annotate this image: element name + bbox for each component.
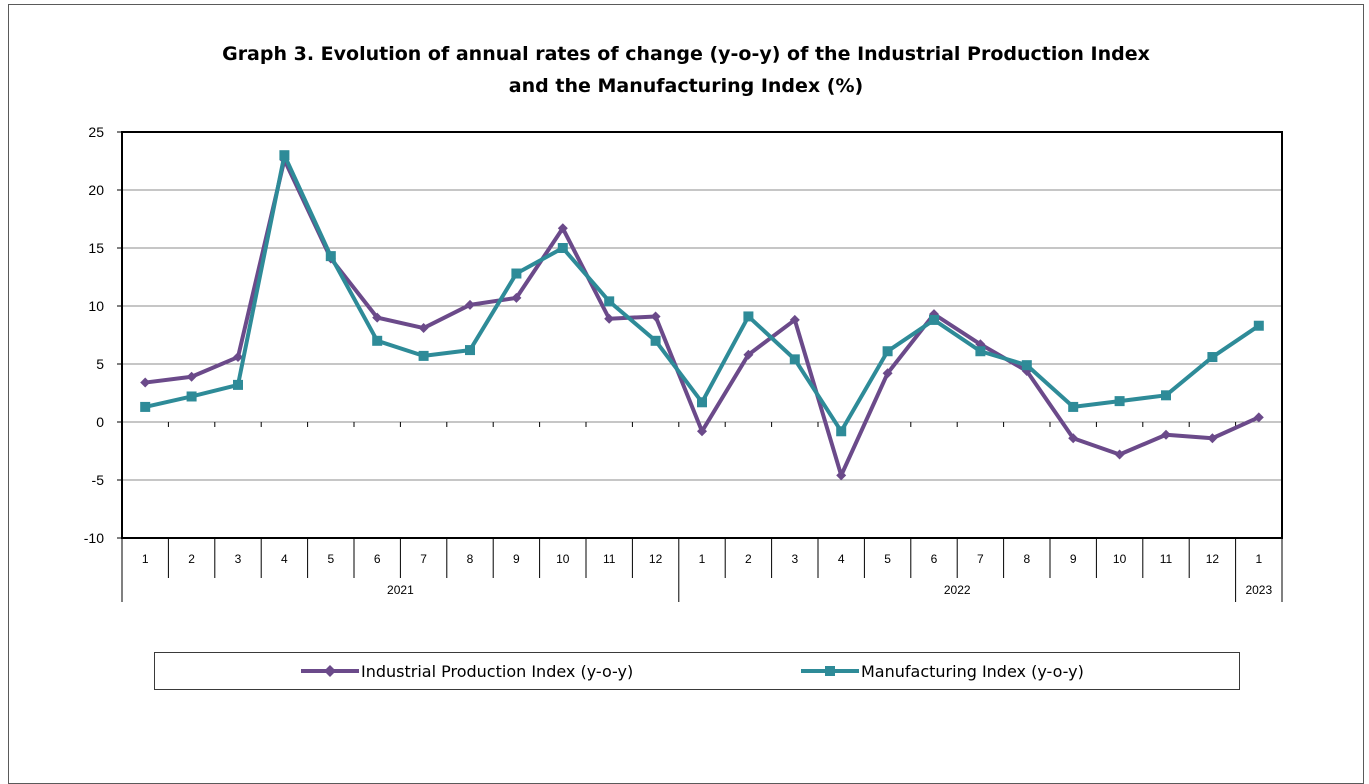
x-tick-label: 3 xyxy=(791,552,798,566)
y-tick-label: -10 xyxy=(84,530,104,546)
data-point-industrial xyxy=(186,371,197,382)
data-point-manufacturing xyxy=(1068,401,1079,412)
x-tick-label: 7 xyxy=(977,552,984,566)
data-point-manufacturing xyxy=(1114,396,1125,407)
x-tick-label: 6 xyxy=(374,552,381,566)
x-tick-label: 2 xyxy=(745,552,752,566)
y-tick-label: 25 xyxy=(88,124,104,140)
x-tick-label: 12 xyxy=(1206,552,1220,566)
y-tick-label: 10 xyxy=(88,298,104,314)
x-tick-label: 12 xyxy=(649,552,663,566)
legend-marker-manufacturing xyxy=(825,666,835,676)
chart-title-line-1: Graph 3. Evolution of annual rates of ch… xyxy=(222,43,1150,65)
data-point-industrial xyxy=(140,377,151,388)
x-tick-label: 4 xyxy=(281,552,288,566)
data-point-industrial xyxy=(650,311,661,322)
plot-area xyxy=(121,131,1283,539)
x-tick-label: 1 xyxy=(142,552,149,566)
data-point-industrial xyxy=(418,323,429,334)
data-point-manufacturing xyxy=(372,335,383,346)
data-point-manufacturing xyxy=(557,243,568,253)
data-point-industrial xyxy=(1253,412,1264,423)
legend-marker-industrial xyxy=(324,665,336,677)
legend-swatch-manufacturing xyxy=(801,666,859,676)
data-point-industrial xyxy=(1207,433,1218,444)
year-label: 2021 xyxy=(387,583,414,597)
data-point-manufacturing xyxy=(975,346,986,357)
data-point-manufacturing xyxy=(325,251,336,262)
x-tick-label: 10 xyxy=(556,552,570,566)
data-point-manufacturing xyxy=(1161,390,1171,401)
chart-title: Graph 3. Evolution of annual rates of ch… xyxy=(0,38,1369,102)
data-point-industrial xyxy=(1161,429,1171,440)
x-tick-label: 6 xyxy=(931,552,938,566)
data-point-industrial xyxy=(511,292,522,303)
data-point-manufacturing xyxy=(140,401,151,412)
data-point-industrial xyxy=(836,470,847,481)
data-point-industrial xyxy=(233,352,243,363)
x-tick-label: 9 xyxy=(513,552,520,566)
x-tick-label: 1 xyxy=(1255,552,1262,566)
y-tick-label: 5 xyxy=(96,356,104,372)
data-point-manufacturing xyxy=(836,426,847,437)
x-tick-label: 7 xyxy=(420,552,427,566)
series-line-2 xyxy=(144,153,1260,434)
legend: Industrial Production Index (y-o-y) Manu… xyxy=(154,652,1240,690)
data-point-industrial xyxy=(557,223,568,234)
x-tick-label: 5 xyxy=(884,552,891,566)
x-tick-label: 10 xyxy=(1113,552,1127,566)
y-tick-label: 15 xyxy=(88,240,104,256)
data-point-industrial xyxy=(697,426,707,437)
data-point-manufacturing xyxy=(511,268,522,279)
data-point-industrial xyxy=(743,349,754,360)
y-tick-label: 0 xyxy=(96,414,104,430)
data-point-manufacturing xyxy=(882,346,893,357)
data-point-manufacturing xyxy=(929,314,939,325)
data-point-industrial xyxy=(789,314,800,325)
legend-item-industrial: Industrial Production Index (y-o-y) xyxy=(301,653,633,689)
data-point-manufacturing xyxy=(650,335,661,346)
data-point-manufacturing xyxy=(279,150,290,161)
data-point-manufacturing xyxy=(465,345,475,356)
x-tick-label: 3 xyxy=(235,552,242,566)
x-tick-label: 1 xyxy=(699,552,706,566)
data-point-industrial xyxy=(1114,449,1125,460)
year-label: 2023 xyxy=(1245,583,1272,597)
data-point-manufacturing xyxy=(233,379,243,390)
x-tick-label: 2 xyxy=(188,552,195,566)
legend-label-industrial: Industrial Production Index (y-o-y) xyxy=(361,661,634,681)
x-tick-label: 9 xyxy=(1070,552,1077,566)
x-tick-label: 11 xyxy=(603,552,616,566)
data-point-industrial xyxy=(604,313,615,324)
data-point-manufacturing xyxy=(418,350,429,361)
legend-item-manufacturing: Manufacturing Index (y-o-y) xyxy=(801,653,1084,689)
y-tick-label: -5 xyxy=(92,472,105,488)
data-point-manufacturing xyxy=(186,391,197,402)
legend-swatch-industrial xyxy=(301,665,359,677)
data-point-manufacturing xyxy=(604,296,615,307)
legend-label-manufacturing: Manufacturing Index (y-o-y) xyxy=(861,661,1084,681)
x-tick-label: 8 xyxy=(467,552,474,566)
data-point-industrial xyxy=(1068,433,1079,444)
y-tick-label: 20 xyxy=(88,182,104,198)
year-label: 2022 xyxy=(944,583,971,597)
data-point-manufacturing xyxy=(743,311,754,322)
data-point-manufacturing xyxy=(1253,320,1264,331)
data-point-manufacturing xyxy=(789,354,800,365)
x-tick-label: 11 xyxy=(1160,552,1173,566)
data-point-industrial xyxy=(372,312,383,323)
chart-title-line-2: and the Manufacturing Index (%) xyxy=(508,75,864,97)
data-point-industrial xyxy=(465,299,475,310)
data-point-industrial xyxy=(882,368,893,379)
data-point-manufacturing xyxy=(697,397,707,408)
x-tick-label: 4 xyxy=(838,552,845,566)
data-point-manufacturing xyxy=(1207,352,1218,363)
x-tick-label: 5 xyxy=(327,552,334,566)
data-point-manufacturing xyxy=(1021,360,1032,371)
x-tick-label: 8 xyxy=(1023,552,1030,566)
